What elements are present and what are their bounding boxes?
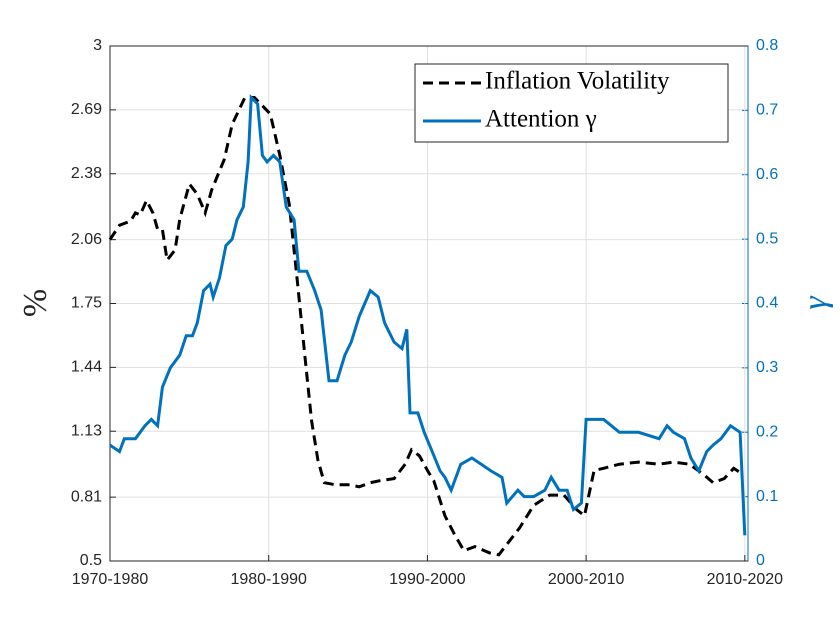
legend-label: Attention γ	[485, 106, 597, 133]
y2-tick-label: 0.8	[756, 37, 778, 54]
data-line	[108, 96, 745, 557]
y2-tick-label: 0.5	[756, 230, 778, 247]
y2-tick-label: 0.2	[756, 423, 778, 440]
x-tick-label: 1970-1980	[72, 571, 149, 588]
y-tick-label: 0.81	[71, 488, 102, 505]
x-tick-label: 1990-2000	[389, 571, 466, 588]
y2-tick-label: 0.6	[756, 166, 778, 183]
y-tick-label: 1.44	[71, 359, 102, 376]
y-axis-label: %	[17, 289, 54, 317]
y2-tick-label: 0	[756, 552, 765, 569]
y-tick-label: 2.38	[71, 165, 102, 182]
x-tick-label: 2010-2020	[707, 571, 784, 588]
y-tick-label: 2.69	[71, 101, 102, 118]
y-tick-label: 1.75	[71, 295, 102, 312]
x-tick-label: 1980-1990	[230, 571, 307, 588]
y2-tick-label: 0.7	[756, 102, 778, 119]
y-tick-label: 2.06	[71, 231, 102, 248]
legend-label: Inflation Volatility	[485, 68, 670, 95]
y2-tick-label: 0.4	[756, 295, 778, 312]
y-tick-label: 1.13	[71, 422, 102, 439]
y-tick-label: 3	[93, 37, 102, 54]
y2-axis-label: γ	[797, 295, 834, 310]
y-tick-label: 0.5	[80, 552, 102, 569]
y2-tick-label: 0.3	[756, 359, 778, 376]
data-line	[109, 94, 747, 536]
legend-box	[414, 63, 729, 143]
x-tick-label: 2000-2010	[548, 571, 625, 588]
y2-tick-label: 0.1	[756, 488, 778, 505]
